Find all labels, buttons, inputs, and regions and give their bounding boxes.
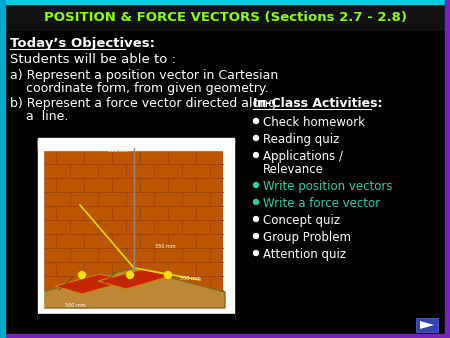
Bar	[229, 140, 234, 320]
Bar	[0, 0, 5, 338]
Text: POSITION & FORCE VECTORS (Sections 2.7 - 2.8): POSITION & FORCE VECTORS (Sections 2.7 -…	[44, 10, 406, 24]
Text: 500 mm: 500 mm	[65, 303, 86, 308]
Bar	[416, 318, 438, 332]
Ellipse shape	[46, 154, 221, 302]
Circle shape	[253, 199, 258, 204]
Text: Attention quiz: Attention quiz	[263, 248, 346, 261]
Bar	[42, 148, 223, 303]
Text: coordinate form, from given geometry.: coordinate form, from given geometry.	[10, 82, 269, 95]
Bar	[0, 0, 450, 4]
Circle shape	[253, 119, 258, 123]
Text: b) Represent a force vector directed along: b) Represent a force vector directed alo…	[10, 97, 276, 110]
Circle shape	[253, 234, 258, 239]
Bar	[38, 140, 231, 150]
Bar	[38, 140, 43, 320]
Bar	[38, 140, 231, 318]
Text: Students will be able to :: Students will be able to :	[10, 53, 176, 66]
Circle shape	[165, 271, 171, 279]
Text: Reading quiz: Reading quiz	[263, 133, 339, 146]
Text: a) Represent a position vector in Cartesian: a) Represent a position vector in Cartes…	[10, 69, 278, 82]
Text: 150 mm: 150 mm	[108, 148, 129, 153]
Circle shape	[253, 217, 258, 221]
Text: Group Problem: Group Problem	[263, 231, 351, 244]
Bar	[5, 4, 445, 30]
Circle shape	[253, 250, 258, 256]
Text: Today’s Objectives:: Today’s Objectives:	[10, 37, 155, 50]
Bar	[0, 334, 450, 338]
Text: 350 mm: 350 mm	[155, 244, 176, 249]
Text: Write a force vector: Write a force vector	[263, 197, 380, 210]
Text: Write position vectors: Write position vectors	[263, 180, 392, 193]
Polygon shape	[55, 274, 128, 294]
Circle shape	[253, 136, 258, 141]
Circle shape	[78, 271, 86, 279]
Circle shape	[253, 183, 258, 188]
Bar	[445, 0, 450, 338]
Circle shape	[126, 271, 134, 279]
Polygon shape	[98, 269, 171, 289]
Text: Check homework: Check homework	[263, 116, 365, 129]
Bar	[38, 138, 234, 143]
Circle shape	[253, 152, 258, 158]
Text: Applications /: Applications /	[263, 150, 343, 163]
Text: Concept quiz: Concept quiz	[263, 214, 340, 227]
Polygon shape	[420, 321, 434, 329]
Text: Relevance: Relevance	[263, 163, 324, 176]
Text: a  line.: a line.	[10, 110, 68, 123]
Polygon shape	[42, 268, 225, 308]
Bar	[38, 314, 234, 324]
Text: In-Class Activities:: In-Class Activities:	[253, 97, 382, 110]
Text: 500 mm: 500 mm	[180, 276, 201, 281]
